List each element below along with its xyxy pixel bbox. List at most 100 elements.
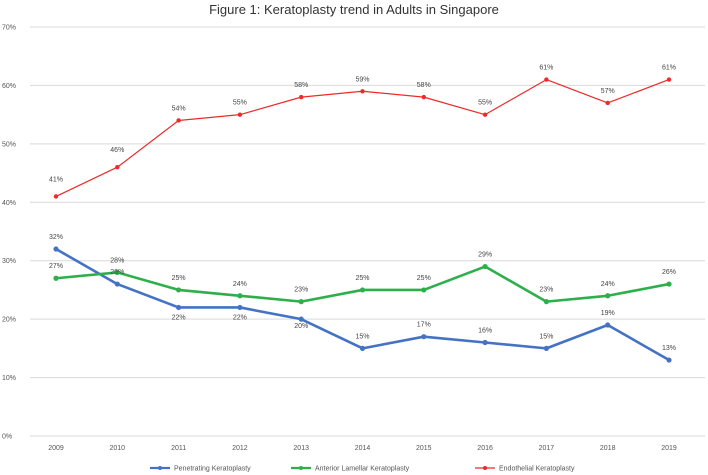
- data-point: [237, 304, 243, 311]
- data-point: [298, 299, 304, 305]
- data-label: 55%: [233, 100, 247, 107]
- data-point: [298, 316, 304, 322]
- legend-label: Endothelial Keratoplasty: [499, 466, 575, 473]
- series-line: [55, 247, 670, 362]
- data-label: 32%: [49, 234, 63, 241]
- data-label: 27%: [49, 263, 63, 270]
- legend-swatch-marker: [158, 466, 162, 470]
- x-tick-label: 2009: [48, 445, 64, 452]
- x-tick-label: 2014: [355, 445, 371, 452]
- series: [53, 77, 672, 363]
- data-label: 54%: [172, 105, 186, 112]
- y-tick-label: 20%: [2, 317, 16, 324]
- data-point: [299, 94, 304, 100]
- data-label: 24%: [233, 281, 247, 288]
- data-label: 29%: [478, 252, 492, 259]
- data-label: 15%: [355, 333, 369, 340]
- x-tick-label: 2016: [477, 445, 493, 452]
- data-point: [543, 345, 550, 351]
- chart-title: Figure 1: Keratoplasty trend in Adults i…: [209, 2, 499, 17]
- data-point: [237, 293, 243, 299]
- x-tick-label: 2019: [661, 445, 677, 452]
- data-point: [176, 304, 182, 311]
- data-point: [237, 112, 243, 117]
- legend-label: Anterior Lamellar Keratoplasty: [315, 466, 410, 473]
- legend: Penetrating Keratoplasty Anterior Lamella…: [150, 466, 575, 473]
- x-tick-label: 2015: [416, 445, 432, 452]
- legend-label: Penetrating Keratoplasty: [174, 466, 251, 473]
- data-label: 57%: [601, 88, 615, 95]
- data-point: [176, 287, 182, 293]
- data-point: [115, 165, 120, 170]
- data-point: [421, 334, 427, 340]
- y-tick-label: 30%: [2, 258, 16, 265]
- gridlines: [30, 26, 705, 437]
- x-tick-label: 2011: [171, 445, 186, 452]
- data-label: 25%: [417, 275, 431, 282]
- x-tick-label: 2010: [110, 445, 126, 452]
- data-point: [605, 322, 611, 328]
- y-tick-label: 60%: [2, 83, 16, 90]
- x-tick-label: 2017: [539, 445, 555, 452]
- data-point: [359, 287, 366, 293]
- data-label: 22%: [172, 314, 186, 321]
- data-point: [543, 299, 550, 305]
- y-tick-label: 10%: [2, 375, 16, 382]
- series-line: [55, 78, 670, 197]
- data-label: 26%: [110, 269, 124, 276]
- data-label: 24%: [601, 281, 615, 288]
- series-0: [53, 246, 672, 363]
- x-tick-label: 2018: [600, 445, 616, 452]
- data-point: [53, 246, 59, 252]
- legend-item: Penetrating Keratoplasty: [150, 466, 251, 473]
- data-label: 17%: [417, 322, 431, 329]
- data-label: 41%: [49, 176, 63, 183]
- data-point: [666, 77, 672, 82]
- x-tick-label: 2012: [232, 445, 248, 452]
- data-label: 61%: [539, 65, 553, 72]
- x-tick-label: 2013: [293, 445, 309, 452]
- y-tick-label: 50%: [2, 141, 16, 148]
- y-axis-ticks: 0% 10% 20% 30% 40% 50% 60% 70%: [2, 25, 16, 441]
- data-label: 25%: [355, 275, 369, 282]
- x-axis-ticks: 2009 2010 2011 2012 2013 2014 2015 2016 2017 2018…: [48, 445, 677, 452]
- y-tick-label: 40%: [2, 200, 16, 207]
- data-label: 23%: [539, 287, 553, 294]
- data-label: 61%: [662, 65, 676, 72]
- data-label: 22%: [233, 314, 247, 321]
- data-point: [482, 339, 488, 346]
- data-label: 28%: [110, 257, 124, 264]
- data-point: [53, 194, 59, 199]
- y-tick-label: 70%: [2, 25, 16, 32]
- data-label: 16%: [478, 328, 492, 335]
- data-point: [605, 100, 610, 106]
- series-1: [53, 263, 672, 305]
- data-point: [482, 112, 488, 117]
- data-point: [359, 345, 366, 351]
- data-point: [421, 94, 426, 100]
- data-point: [544, 77, 549, 82]
- data-label: 55%: [478, 100, 492, 107]
- data-point: [114, 269, 120, 275]
- data-label: 15%: [539, 333, 553, 340]
- data-label: 58%: [417, 82, 431, 89]
- data-point: [482, 263, 488, 270]
- data-point: [114, 281, 120, 287]
- data-labels: 32% 26% 22% 22% 20% 15% 17% 16% 15% 19% 13% 27% 28% 2…: [49, 65, 676, 352]
- series-2: [53, 77, 672, 199]
- data-label: 20%: [294, 323, 308, 330]
- data-label: 58%: [294, 82, 308, 89]
- data-label: 23%: [294, 287, 308, 294]
- data-label: 19%: [601, 310, 615, 317]
- data-label: 13%: [662, 345, 676, 352]
- data-point: [421, 287, 427, 293]
- data-label: 59%: [355, 76, 369, 83]
- legend-swatch-marker: [483, 466, 487, 470]
- data-point: [605, 293, 611, 299]
- legend-swatch-marker: [299, 466, 303, 470]
- data-point: [360, 89, 365, 94]
- data-point: [666, 281, 672, 287]
- data-point: [666, 357, 672, 363]
- data-label: 46%: [110, 147, 124, 154]
